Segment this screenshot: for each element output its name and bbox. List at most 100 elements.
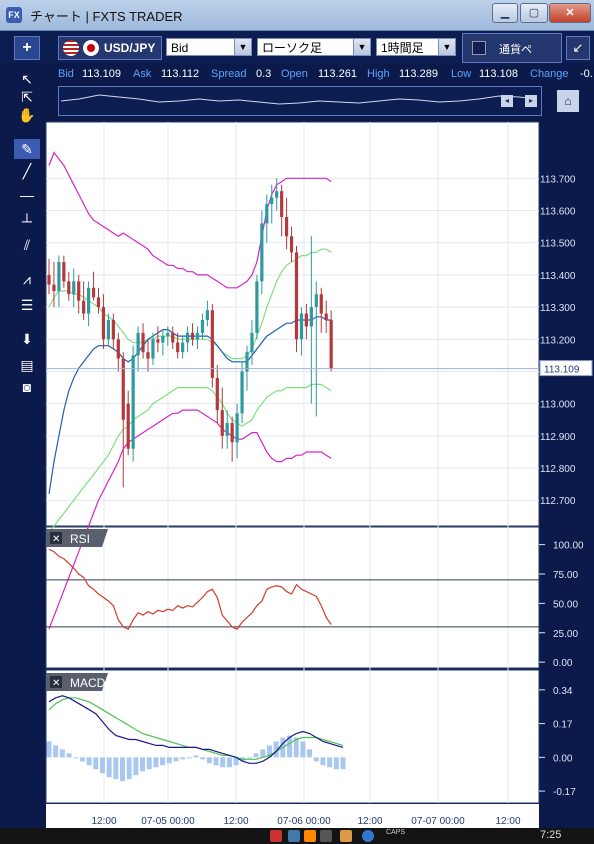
ask-value: 113.112 bbox=[161, 68, 200, 80]
candle-body bbox=[101, 307, 106, 340]
x-tick-label: 12:00 bbox=[357, 816, 382, 827]
scroll-right-icon[interactable]: ▸ bbox=[525, 95, 537, 107]
candle-body bbox=[186, 332, 190, 343]
candle-body bbox=[72, 281, 76, 295]
jp-flag-icon bbox=[83, 40, 99, 56]
macd-close-icon bbox=[50, 676, 62, 688]
macd-tick-label: 0.17 bbox=[553, 720, 573, 731]
candle-body bbox=[230, 422, 234, 443]
candle-body bbox=[250, 332, 254, 353]
current-price-badge bbox=[539, 360, 593, 377]
currency-pair-panel-toggle[interactable]: 通貨ペ bbox=[462, 33, 562, 63]
macd-histogram-bar bbox=[186, 757, 192, 759]
candle-body bbox=[260, 223, 264, 282]
app-icon: FX bbox=[6, 7, 22, 23]
chart-type-select[interactable]: ローソク足 ▼ bbox=[257, 38, 371, 56]
currency-panel-label: 通貨ペ bbox=[499, 44, 532, 56]
candle-body bbox=[141, 332, 145, 353]
price-type-select[interactable]: Bid ▼ bbox=[166, 38, 252, 56]
horizontal-line-icon[interactable]: — bbox=[20, 187, 34, 203]
fan-icon[interactable]: ⩘ bbox=[23, 271, 31, 287]
currency-pair-button[interactable]: USD/JPY bbox=[58, 36, 162, 60]
macd-histogram-bar bbox=[267, 745, 272, 758]
macd-line bbox=[48, 695, 344, 764]
bollinger-lower-outer-line bbox=[48, 409, 332, 630]
cursor-icon[interactable]: ↖ bbox=[21, 71, 33, 87]
collapse-icon[interactable]: ↙ bbox=[566, 36, 590, 60]
close-button[interactable]: ✕ bbox=[549, 3, 591, 23]
candle-body bbox=[131, 355, 135, 449]
camera-icon[interactable]: ◙ bbox=[22, 379, 32, 395]
currency-checkbox[interactable] bbox=[472, 41, 486, 55]
list-icon[interactable]: ▤ bbox=[20, 357, 34, 373]
chevron-down-icon: ▼ bbox=[353, 39, 370, 55]
add-chart-button[interactable]: + bbox=[14, 36, 40, 60]
candle-body bbox=[225, 422, 229, 436]
macd-histogram-bar bbox=[46, 741, 52, 758]
macd-close-glyph: ✕ bbox=[52, 678, 60, 689]
price-tick-label: 112.800 bbox=[540, 464, 576, 475]
crosshair-cursor-icon[interactable]: ⇱ bbox=[21, 89, 33, 105]
hand-icon[interactable]: ✋ bbox=[18, 107, 36, 123]
maximize-button[interactable]: ▢ bbox=[520, 3, 548, 23]
rsi-tick-label: 100.00 bbox=[553, 541, 584, 552]
price-plot-area bbox=[45, 121, 540, 527]
pencil-icon[interactable]: ✎ bbox=[14, 139, 40, 159]
macd-histogram-bar bbox=[73, 757, 79, 759]
candle-body bbox=[210, 310, 214, 378]
rsi-close-icon bbox=[50, 532, 62, 544]
minimize-button[interactable]: ▁ bbox=[492, 3, 518, 23]
app-icon bbox=[340, 830, 352, 842]
candle-body bbox=[205, 310, 209, 320]
macd-histogram-bar bbox=[86, 757, 92, 766]
rsi-tick-label: 75.00 bbox=[553, 570, 578, 581]
help-icon bbox=[362, 830, 374, 842]
timeframe-select[interactable]: 1時間足 ▼ bbox=[376, 38, 456, 56]
candle-body bbox=[319, 294, 323, 314]
rsi-tick-label: 50.00 bbox=[553, 599, 578, 610]
macd-histogram-bar bbox=[226, 757, 232, 768]
spread-value: 0.3 bbox=[256, 68, 272, 80]
candle-body bbox=[270, 197, 274, 205]
candle-body bbox=[329, 319, 333, 369]
rsi-tick-label: 0.00 bbox=[553, 658, 573, 669]
overview-navigator[interactable]: ◂ ▸ bbox=[58, 86, 542, 116]
macd-tick-label: 0.34 bbox=[553, 686, 573, 697]
vertical-line-icon[interactable]: ┴ bbox=[22, 213, 32, 229]
candle-body bbox=[181, 342, 185, 353]
price-tick-label: 113.400 bbox=[540, 271, 576, 282]
download-icon[interactable]: ⬇ bbox=[21, 331, 33, 347]
overview-sparkline bbox=[60, 94, 538, 105]
macd-histogram-bar bbox=[133, 757, 139, 776]
app-icon bbox=[320, 830, 332, 842]
candle-body bbox=[304, 313, 308, 327]
rsi-tick-label: 25.00 bbox=[553, 629, 578, 640]
candle-body bbox=[91, 287, 96, 298]
macd-histogram-bar bbox=[160, 757, 166, 766]
chart-toolbar: + USD/JPY Bid ▼ ローソク足 ▼ 1時間足 ▼ 通貨ペ ↙ bbox=[0, 31, 594, 63]
channel-icon[interactable]: ⫽ bbox=[23, 237, 31, 253]
open-label: Open bbox=[281, 68, 308, 80]
macd-histogram-bar bbox=[293, 737, 299, 758]
x-axis-area bbox=[46, 804, 539, 828]
macd-histogram-bar bbox=[140, 757, 146, 772]
candle-body bbox=[289, 236, 294, 253]
candle-body bbox=[57, 262, 61, 292]
price-tick-label: 113.300 bbox=[540, 303, 576, 314]
candle-body bbox=[116, 339, 120, 359]
trend-line-icon[interactable]: ╱ bbox=[22, 163, 32, 179]
candle-body bbox=[255, 281, 259, 333]
macd-histogram-bar bbox=[206, 757, 212, 764]
scroll-left-icon[interactable]: ◂ bbox=[501, 95, 513, 107]
bid-label: Bid bbox=[58, 68, 74, 80]
reset-view-icon[interactable]: ⌂ bbox=[557, 90, 579, 112]
x-tick-label: 12:00 bbox=[495, 816, 520, 827]
x-tick-label: 12:00 bbox=[223, 816, 248, 827]
price-tick-label: 113.000 bbox=[540, 400, 576, 411]
candle-body bbox=[96, 297, 101, 308]
macd-histogram-bar bbox=[340, 757, 346, 770]
fibonacci-icon[interactable]: ☰ bbox=[20, 297, 34, 313]
candle-body bbox=[309, 307, 313, 327]
macd-histogram-bar bbox=[313, 757, 319, 762]
